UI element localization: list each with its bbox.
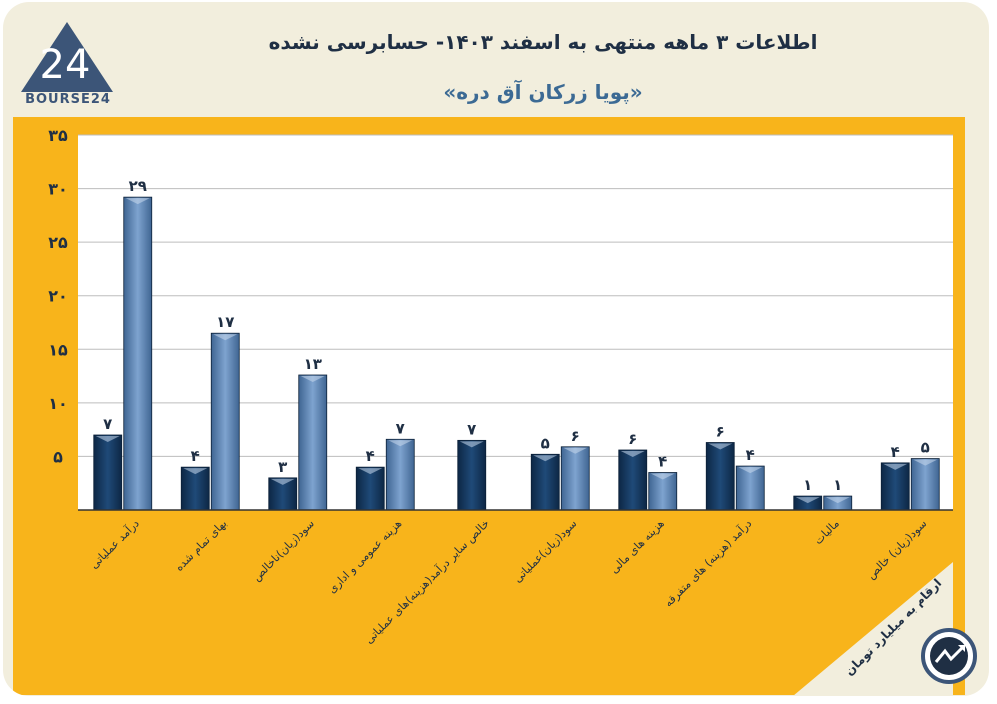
bourse24-logo: 24 [21, 22, 113, 92]
bar-bevel [95, 436, 120, 442]
growth-icon [921, 628, 977, 684]
bar-series-1 [880, 462, 910, 511]
data-label: ۱۳ [304, 355, 322, 373]
x-tick-label: بهای تمام شده [172, 517, 229, 574]
y-tick-label: ۲۵ [48, 233, 68, 252]
logo-mark: 24 [40, 42, 91, 88]
bar-bevel [125, 198, 150, 205]
logo-text: BOURSE24 [25, 92, 111, 107]
bar-series-1 [457, 439, 487, 511]
bar-bevel [883, 463, 908, 470]
bar-series-1 [705, 442, 735, 511]
bar-series-1 [618, 449, 648, 511]
data-label: ۴ [658, 453, 667, 471]
y-tick-label: ۲۰ [48, 287, 68, 306]
data-label: ۶ [716, 423, 725, 441]
chart-frame: 24 BOURSE24 اطلاعات ۳ ماهه منتهی به اسفن… [3, 2, 989, 696]
bar-bevel [213, 334, 238, 341]
bar-bevel [183, 468, 208, 475]
bar-bevel [533, 455, 558, 462]
chart-subtitle: «پویا زرکان آق دره» [443, 80, 643, 104]
bar-bevel [620, 451, 645, 457]
bar-bevel [913, 459, 938, 466]
bar-bevel [388, 440, 413, 447]
bar-bevel [738, 467, 763, 474]
data-label: ۲۹ [129, 177, 147, 195]
bar-chart: ۵ ۱۰ ۱۵ ۲۰ ۲۵ ۳۰ ۳۵ ۷ ۲۹ ۴ ۱۷ ۳ ۱۳ ۴ ۷ ۷ ۵ ۶ ۶ ۴ ۶ ۴ ۱ ۱ ۴ ۵ درآ… [48, 126, 977, 696]
bar-bevel [795, 497, 820, 504]
x-tick-label: درآمد (هزینه) های متفرقه [661, 516, 754, 609]
x-tick-label: سود(زیان)عملیاتی [511, 517, 579, 585]
data-label: ۳ [278, 458, 287, 476]
bar-series-2 [123, 196, 153, 511]
data-label: ۷ [467, 420, 476, 438]
note-corner [793, 562, 953, 696]
y-tick-label: ۵ [53, 447, 63, 466]
bar-series-2 [910, 458, 940, 511]
x-tick-label: هزینه عمومی و اداری [325, 517, 404, 596]
bar-bevel [300, 376, 325, 382]
data-label: ۷ [103, 415, 112, 433]
bar-bevel [708, 443, 733, 450]
bar-bevel [358, 468, 383, 475]
bar-series-1 [93, 434, 123, 511]
data-label: ۶ [628, 430, 637, 448]
y-tick-label: ۳۰ [48, 180, 68, 199]
data-label: ۱ [803, 476, 812, 494]
data-label: ۴ [191, 447, 200, 465]
data-label: ۴ [891, 443, 900, 461]
bar-series-2 [385, 438, 415, 511]
bar-series-2 [210, 332, 240, 511]
x-tick-label: سود(زیان)ناخالص [250, 517, 317, 584]
data-label: ۵ [541, 434, 550, 452]
bar-series-2 [298, 374, 328, 511]
data-label: ۵ [921, 439, 930, 457]
bar-series-1 [180, 466, 210, 511]
data-label: ۴ [746, 446, 755, 464]
bar-series-2 [735, 465, 765, 511]
chart-title: اطلاعات ۳ ماهه منتهی به اسفند ۱۴۰۳- حساب… [268, 30, 818, 54]
x-tick-label: درآمد عملیاتی [87, 516, 142, 571]
x-tick-label: هزینه های مالی [608, 517, 667, 576]
bar-bevel [825, 497, 850, 504]
bar-bevel [459, 441, 484, 448]
bar-bevel [650, 473, 675, 480]
logo-triangle [21, 22, 113, 92]
x-tick-label: مالیات [812, 517, 842, 547]
data-label: ۷ [396, 419, 405, 437]
y-tick-label: ۱۵ [48, 340, 68, 359]
bar-bevel [270, 478, 295, 485]
bar-series-1 [530, 453, 560, 511]
plot-area [78, 135, 953, 510]
x-tick-label: سود(زیان) خالص [865, 517, 930, 582]
bar-series-1 [355, 466, 385, 511]
data-label: ۱ [833, 476, 842, 494]
bar-bevel [563, 447, 588, 454]
data-label: ۱۷ [216, 313, 234, 331]
y-tick-label: ۳۵ [48, 126, 68, 145]
y-tick-label: ۱۰ [48, 394, 68, 413]
data-label: ۴ [366, 447, 375, 465]
bar-series-2 [560, 446, 590, 511]
data-label: ۶ [571, 427, 580, 445]
